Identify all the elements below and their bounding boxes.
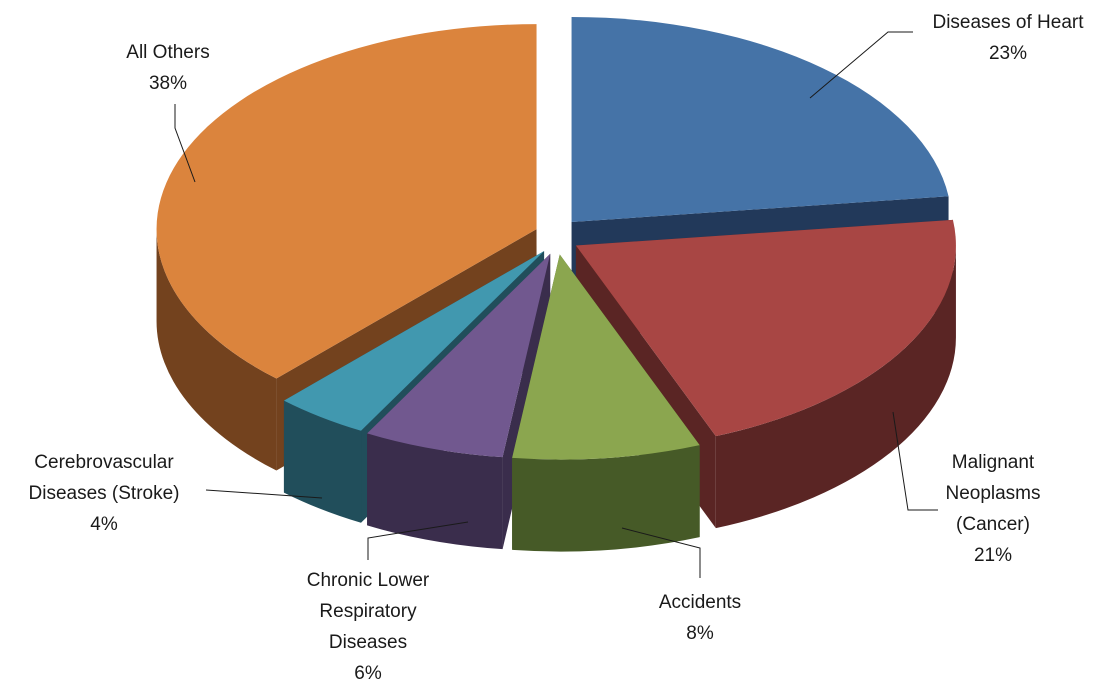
leader-line-malignant-neoplasms-cancer [892,411,938,511]
data-label-accidents: Accidents [659,592,741,613]
data-label-chronic-lower-respiratory-diseases: Diseases [329,632,407,653]
data-label-percent-accidents: 8% [686,623,714,644]
leader-line-all-others [174,104,196,183]
data-label-cerebrovascular-diseases-stroke: Diseases (Stroke) [29,483,180,504]
slice-malignant-neoplasms-cancer [575,219,956,437]
chronic-lower-respiratory-diseases-outer-side [367,433,503,550]
accidents-outer-side [512,445,700,552]
data-label-percent-chronic-lower-respiratory-diseases: 6% [354,663,382,684]
data-label-cerebrovascular-diseases-stroke: Cerebrovascular [34,452,174,473]
leader-line-accidents [621,527,701,578]
leader-line-diseases-of-heart [809,31,913,99]
data-label-malignant-neoplasms-cancer: Neoplasms [945,483,1040,504]
data-label-malignant-neoplasms-cancer: Malignant [952,452,1035,473]
data-label-all-others: All Others [126,42,209,63]
slice-diseases-of-heart [571,16,949,222]
slice-all-others [156,24,537,379]
slice-chronic-lower-respiratory-diseases [367,253,551,458]
data-label-percent-diseases-of-heart: 23% [989,43,1027,64]
leader-line-cerebrovascular-diseases-stroke [205,489,323,499]
slice-cerebrovascular-diseases-stroke [283,251,545,431]
data-label-diseases-of-heart: Diseases of Heart [932,12,1084,33]
data-label-chronic-lower-respiratory-diseases: Chronic Lower [307,570,430,591]
cerebrovascular-diseases-stroke-outer-side [283,400,362,523]
data-label-percent-malignant-neoplasms-cancer: 21% [974,545,1012,566]
leader-line-chronic-lower-respiratory-diseases [367,521,469,560]
slice-accidents [512,254,700,460]
malignant-neoplasms-cancer-outer-side [715,245,956,529]
data-label-percent-all-others: 38% [149,73,187,94]
data-label-chronic-lower-respiratory-diseases: Respiratory [319,601,417,622]
all-others-outer-side [156,229,277,471]
data-label-malignant-neoplasms-cancer: (Cancer) [956,514,1030,535]
data-label-percent-cerebrovascular-diseases-stroke: 4% [90,514,118,535]
